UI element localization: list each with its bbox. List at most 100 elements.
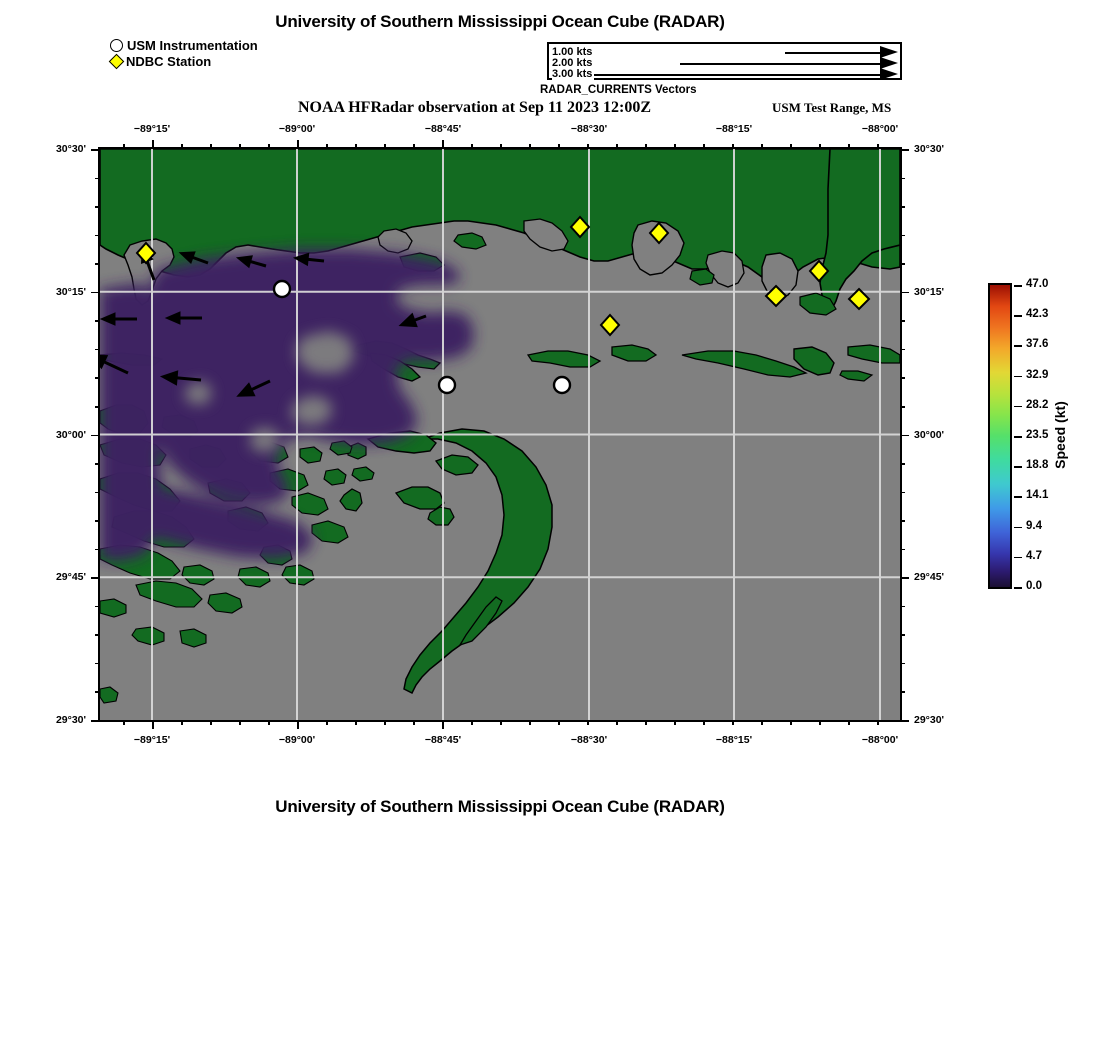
axis-tick-y bbox=[900, 348, 905, 351]
axis-tick-x bbox=[877, 144, 879, 149]
axis-tick-x bbox=[587, 144, 589, 149]
axis-tick-x bbox=[181, 144, 183, 149]
grid-lines bbox=[100, 149, 900, 720]
axis-tick-x bbox=[210, 720, 212, 725]
axis-tick-x bbox=[152, 720, 154, 729]
colorbar-tick bbox=[1014, 466, 1022, 468]
marker-legend: USM Instrumentation NDBC Station bbox=[108, 37, 258, 69]
colorbar[interactable]: 47.0 42.3 37.6 32.9 28.2 23.5 18.8 14.1 9.4 4.7 0.… bbox=[988, 278, 1048, 592]
current-vector-arrow bbox=[236, 379, 271, 397]
axis-tick-x bbox=[732, 720, 734, 725]
colorbar-tick-label: 0.0 bbox=[1026, 580, 1042, 592]
axis-tick-y bbox=[95, 234, 100, 237]
axis-tick-y bbox=[95, 177, 100, 180]
axis-tick-x bbox=[181, 720, 183, 725]
axis-label-x-top: −88°15' bbox=[715, 123, 753, 135]
legend-label-usm: USM Instrumentation bbox=[127, 37, 258, 53]
axis-tick-x bbox=[761, 720, 763, 725]
axis-tick-y bbox=[95, 320, 100, 322]
circle-marker-icon bbox=[110, 38, 123, 52]
vector-legend-label-3: 3.00 kts bbox=[552, 68, 595, 80]
colorbar-tick bbox=[1014, 496, 1022, 498]
axis-tick-y bbox=[91, 291, 100, 294]
axis-label-x-top: −88°45' bbox=[424, 123, 462, 135]
axis-tick-x bbox=[471, 144, 473, 149]
axis-label-x-bottom: −88°45' bbox=[424, 734, 462, 746]
bay-pensacola bbox=[761, 252, 799, 300]
vector-shaft-icon bbox=[785, 52, 880, 54]
axis-tick-x bbox=[297, 140, 299, 149]
axis-label-x-bottom: −89°15' bbox=[133, 734, 171, 746]
axis-tick-y bbox=[900, 577, 909, 579]
axis-label-y-left: 30°00' bbox=[55, 428, 86, 441]
axis-tick-x bbox=[529, 720, 531, 725]
axis-tick-y bbox=[900, 377, 905, 379]
axis-tick-x bbox=[848, 144, 850, 149]
vector-arrowhead-icon bbox=[880, 46, 898, 58]
ndbc-station-marker bbox=[599, 313, 621, 337]
axis-tick-y bbox=[91, 434, 100, 437]
diamond-marker-icon bbox=[108, 53, 125, 69]
colorbar-tick-label: 14.1 bbox=[1026, 489, 1049, 502]
legend-label-ndbc: NDBC Station bbox=[126, 53, 212, 69]
delta-islet-b bbox=[434, 454, 479, 476]
colorbar-tick bbox=[1014, 405, 1022, 408]
axis-tick-y bbox=[900, 634, 905, 636]
axis-tick-x bbox=[616, 720, 618, 725]
axis-tick-y bbox=[900, 520, 905, 522]
axis-tick-y bbox=[95, 662, 100, 665]
page-title: University of Southern Mississippi Ocean… bbox=[275, 12, 725, 31]
axis-label-x-bottom: −88°15' bbox=[715, 734, 753, 746]
land-coastal-bits-2 bbox=[453, 232, 487, 250]
axis-label-x-top: −89°15' bbox=[133, 123, 171, 135]
axis-tick-y bbox=[900, 434, 909, 437]
ndbc-station-marker bbox=[648, 221, 670, 245]
axis-tick-x bbox=[413, 720, 415, 725]
barrier-island-horn bbox=[526, 350, 602, 368]
current-vector-arrow bbox=[164, 311, 202, 325]
vector-shaft-icon bbox=[580, 74, 880, 76]
axis-tick-y bbox=[95, 605, 100, 608]
usm-instrumentation-markers bbox=[272, 279, 572, 395]
axis-tick-x bbox=[355, 720, 357, 725]
axis-tick-x bbox=[703, 144, 705, 149]
axis-tick-y bbox=[900, 662, 905, 665]
axis-tick-x bbox=[355, 144, 357, 149]
axis-tick-x bbox=[268, 144, 270, 149]
axis-label-x-bottom: −88°00' bbox=[861, 734, 899, 746]
axis-tick-y bbox=[900, 149, 909, 151]
axis-label-y-right: 29°30' bbox=[914, 714, 945, 726]
axis-tick-y bbox=[95, 691, 100, 694]
axis-tick-x bbox=[790, 144, 792, 149]
axis-tick-x bbox=[500, 720, 502, 725]
colorbar-tick-label: 32.9 bbox=[1026, 368, 1049, 381]
axis-tick-y bbox=[95, 263, 100, 265]
axis-tick-x bbox=[239, 144, 241, 149]
axis-tick-y bbox=[95, 405, 100, 408]
vector-scale-legend: 1.00 kts 2.00 kts 3.00 kts bbox=[547, 42, 902, 80]
radar-coverage-patch-sw bbox=[100, 485, 314, 559]
axis-tick-x bbox=[616, 144, 618, 149]
vector-legend-row-1: 1.00 kts bbox=[549, 46, 900, 59]
vector-legend-row-3: 3.00 kts bbox=[549, 68, 900, 81]
colorbar-tick bbox=[1014, 345, 1022, 347]
axis-tick-x bbox=[471, 720, 473, 725]
ndbc-station-marker bbox=[764, 284, 788, 308]
axis-tick-y bbox=[900, 463, 905, 465]
vector-legend-caption: RADAR_CURRENTS Vectors bbox=[540, 84, 697, 96]
colorbar-tick-label: 18.8 bbox=[1026, 459, 1049, 472]
map-plot-area[interactable] bbox=[98, 147, 902, 722]
axis-tick-x bbox=[413, 144, 415, 149]
colorbar-tick-label: 37.6 bbox=[1026, 338, 1049, 351]
axis-tick-x bbox=[210, 144, 212, 149]
axis-tick-x bbox=[761, 144, 763, 149]
axis-tick-y bbox=[900, 720, 909, 722]
axis-tick-y bbox=[91, 720, 100, 722]
delta-birdfoot bbox=[403, 428, 553, 695]
axis-tick-x bbox=[848, 720, 850, 725]
axis-label-y-right: 29°45' bbox=[914, 571, 945, 584]
axis-tick-x bbox=[645, 720, 647, 725]
test-range-label: USM Test Range, MS bbox=[772, 100, 892, 115]
axis-tick-y bbox=[900, 177, 905, 180]
